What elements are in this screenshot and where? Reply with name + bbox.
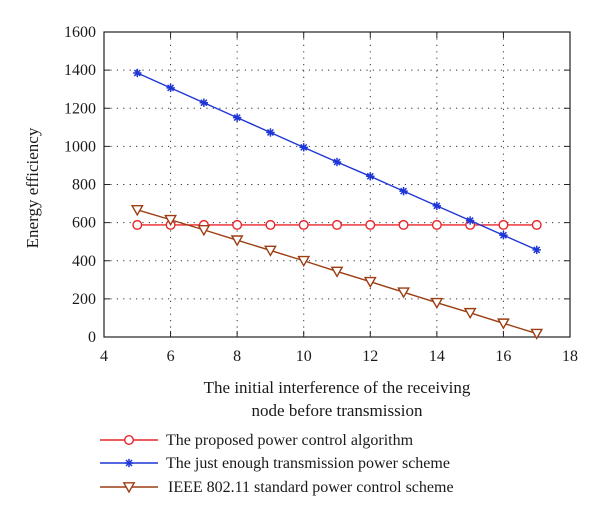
data-point xyxy=(133,68,142,78)
y-tick-labels: 0 200 400 600 800 1000 1200 1400 1600 xyxy=(64,24,96,346)
data-point xyxy=(498,219,509,230)
series-2 xyxy=(133,68,541,255)
data-point xyxy=(399,186,408,196)
data-point xyxy=(532,245,541,255)
data-point xyxy=(297,255,311,268)
data-point xyxy=(363,276,377,289)
x-tick-label: 6 xyxy=(167,348,175,365)
data-point xyxy=(332,219,343,230)
x-tick-label: 8 xyxy=(233,348,241,365)
legend-label: The proposed power control algorithm xyxy=(166,432,414,449)
x-tick-label: 4 xyxy=(100,348,108,365)
grid xyxy=(104,32,570,337)
data-point xyxy=(230,235,244,247)
data-point xyxy=(465,216,475,225)
data-point xyxy=(299,143,308,152)
data-point xyxy=(497,318,510,330)
data-point xyxy=(332,157,342,167)
data-point xyxy=(232,113,242,122)
data-point xyxy=(430,297,444,310)
legend-marker xyxy=(123,435,134,446)
data-point xyxy=(266,128,275,137)
data-point xyxy=(166,83,175,93)
y-tick-label: 1200 xyxy=(64,100,96,117)
axes xyxy=(103,31,571,338)
data-point xyxy=(130,204,144,217)
data-point xyxy=(431,219,442,230)
y-tick-label: 200 xyxy=(72,291,96,308)
x-tick-label: 12 xyxy=(362,348,378,365)
data-point xyxy=(463,307,477,320)
x-axis-label-line-2: node before transmission xyxy=(252,401,423,420)
data-point xyxy=(398,219,409,230)
y-axis-label: Energy efficiency xyxy=(23,127,42,248)
legend-marker xyxy=(124,458,134,468)
data-point xyxy=(232,219,243,230)
x-tick-label: 10 xyxy=(296,348,312,365)
legend-label: The just enough transmission power schem… xyxy=(166,455,450,472)
data-point xyxy=(499,231,508,240)
data-point xyxy=(264,245,277,257)
data-point xyxy=(432,201,442,211)
legend: The proposed power control algorithm The … xyxy=(100,432,454,496)
data-point xyxy=(132,219,143,230)
data-point xyxy=(330,266,344,278)
y-tick-label: 1400 xyxy=(64,62,96,79)
data-point xyxy=(531,219,542,230)
legend-item-2: The just enough transmission power schem… xyxy=(100,455,450,472)
legend-item-3: IEEE 802.11 standard power control schem… xyxy=(100,479,454,496)
data-point xyxy=(265,219,276,230)
series-layer xyxy=(130,68,544,340)
legend-label: IEEE 802.11 standard power control schem… xyxy=(168,479,454,496)
y-tick-label: 400 xyxy=(72,253,96,270)
legend-item-1: The proposed power control algorithm xyxy=(100,432,414,449)
data-point xyxy=(164,214,177,227)
y-tick-label: 0 xyxy=(88,329,96,346)
x-axis-label-line-1: The initial interference of the receivin… xyxy=(204,378,471,397)
data-point xyxy=(366,172,375,181)
x-tick-labels: 4 6 8 10 12 14 16 18 xyxy=(100,348,578,365)
data-point xyxy=(530,328,544,340)
data-point xyxy=(397,287,410,299)
data-point xyxy=(199,98,209,107)
data-point xyxy=(365,219,376,230)
legend-marker xyxy=(122,482,136,494)
series-3 xyxy=(130,204,544,340)
x-tick-label: 14 xyxy=(429,348,445,365)
x-tick-label: 18 xyxy=(562,348,578,365)
y-tick-label: 1600 xyxy=(64,24,96,41)
data-point xyxy=(298,219,309,230)
y-tick-label: 1000 xyxy=(64,138,96,155)
x-tick-label: 16 xyxy=(495,348,511,365)
data-point xyxy=(197,225,211,237)
plot-frame xyxy=(103,31,571,338)
y-tick-label: 800 xyxy=(72,177,96,194)
y-tick-label: 600 xyxy=(72,215,96,232)
